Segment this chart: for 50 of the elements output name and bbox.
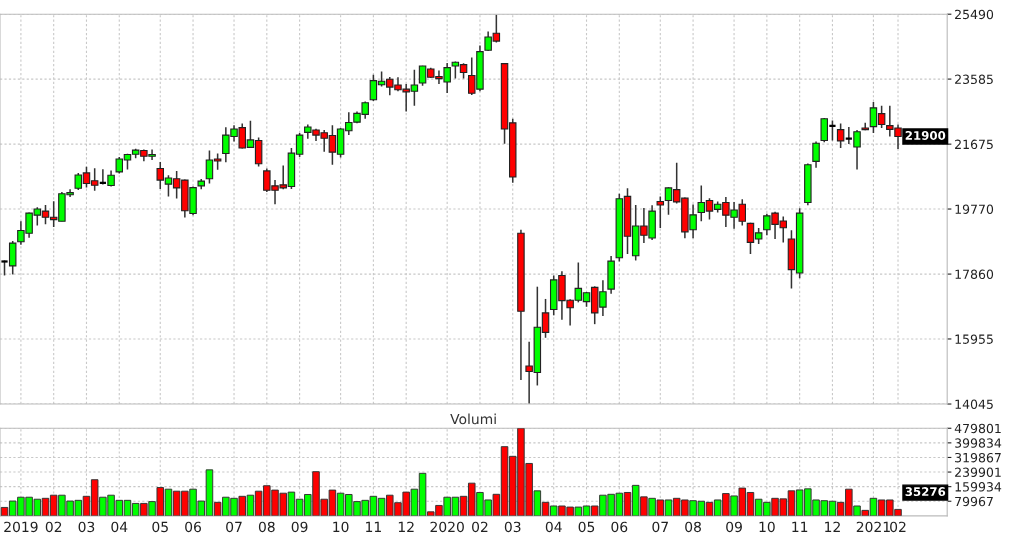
x-tick-label: 07	[652, 521, 668, 533]
y-tick-label: 319867	[955, 452, 1001, 463]
x-tick-label: 09	[291, 521, 308, 533]
y-tick-label: 23585	[955, 74, 993, 85]
text: 35276	[905, 487, 946, 497]
x-tick-label: 04	[111, 521, 128, 533]
x-tick-label: 2019	[4, 521, 38, 533]
x-tick-label: 04	[545, 521, 562, 533]
x-tick-label: 05	[152, 521, 168, 533]
candlestick	[844, 126, 854, 145]
x-tick-label: 12	[825, 521, 840, 532]
candlestick	[836, 122, 845, 149]
x-tick-label: 07	[226, 521, 242, 533]
x-tick-label: 06	[611, 521, 628, 533]
x-tick-label: 08	[258, 521, 275, 533]
candlestick	[812, 140, 820, 169]
candlestick	[820, 117, 828, 144]
x-tick-label: 08	[685, 521, 701, 533]
x-tick-label: 11	[792, 521, 808, 532]
y-tick-label: 15955	[955, 334, 993, 344]
x-tick-label: 10	[333, 521, 349, 533]
x-tick-label: 2021	[856, 521, 890, 533]
x-tick-label: 09	[726, 521, 742, 533]
candlestick	[8, 240, 17, 276]
candlestick	[828, 119, 837, 142]
x-tick-label: 02	[472, 521, 488, 533]
x-tick-label: 06	[185, 521, 202, 533]
x-tick-label: 11	[366, 521, 381, 532]
x-tick-label: 10	[759, 521, 775, 533]
x-tick-label: 02	[45, 521, 62, 533]
y-tick-label: 159934	[955, 482, 1002, 492]
candlestick	[656, 195, 665, 229]
x-tick-label: 02	[890, 521, 906, 533]
x-tick-label: 03	[504, 521, 521, 533]
chart-title: Volumi	[450, 413, 496, 425]
y-tick-label: 21675	[955, 139, 993, 150]
x-tick-label: 05	[578, 521, 595, 533]
y-tick-label: 19770	[955, 204, 994, 214]
text: 21900	[905, 130, 946, 140]
x-tick-label: 03	[78, 521, 95, 533]
y-tick-label: 17860	[955, 269, 994, 280]
y-tick-label: 399834	[955, 438, 1002, 448]
y-tick-label: 239901	[955, 467, 1001, 477]
x-tick-label: 2020	[430, 521, 464, 533]
candlestick	[853, 129, 861, 171]
y-tick-label: 14045	[955, 399, 993, 409]
x-tick-label: 12	[398, 521, 414, 532]
y-tick-label: 479801	[954, 423, 1001, 434]
y-tick-label: 25490	[955, 9, 994, 20]
y-tick-label: 79967	[955, 496, 993, 507]
